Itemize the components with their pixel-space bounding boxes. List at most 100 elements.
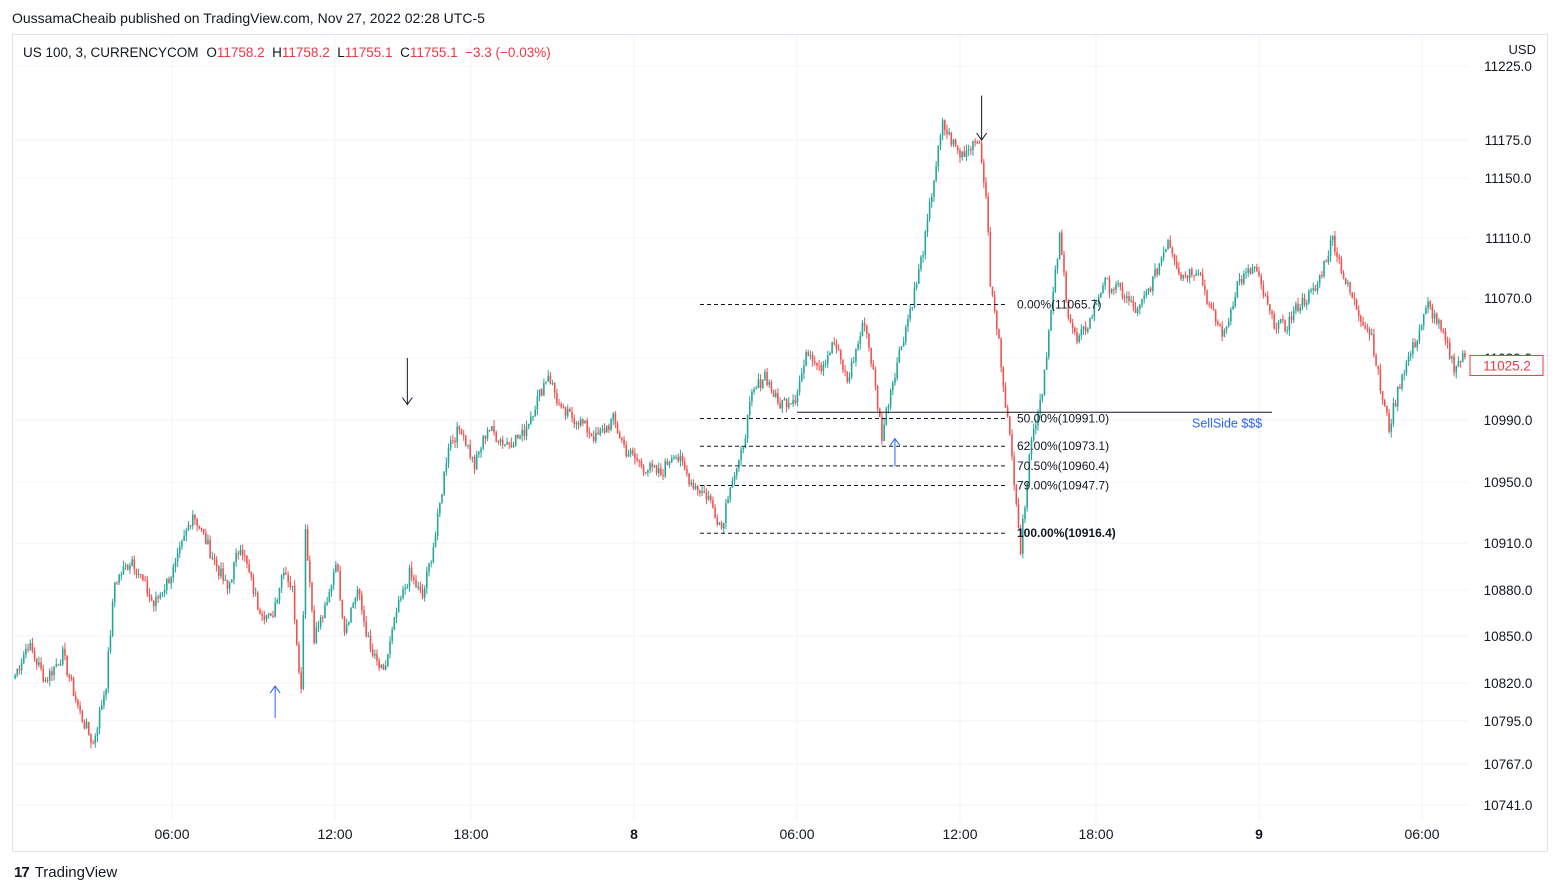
candle-body <box>31 642 34 652</box>
candle-body <box>1399 387 1401 389</box>
candle-body <box>423 588 426 598</box>
candle-body <box>703 491 706 493</box>
candle-body <box>920 256 922 270</box>
price-axis: 11225.011175.011150.011110.011070.011030… <box>1469 59 1544 813</box>
candle-body <box>824 363 827 365</box>
candle-body <box>816 362 818 366</box>
candle-body <box>510 443 513 447</box>
candle-body <box>447 447 450 464</box>
candle-body <box>135 569 138 575</box>
candle-body <box>133 559 136 570</box>
candle-body <box>549 375 552 384</box>
candle-body <box>1000 338 1002 368</box>
candle-body <box>35 658 38 665</box>
candle-body <box>1234 296 1236 307</box>
price-axis-label: 11070.0 <box>1484 291 1532 306</box>
candle-body <box>768 382 771 385</box>
candle-body <box>428 563 430 572</box>
candle-body <box>380 664 383 668</box>
candle-body <box>584 420 586 424</box>
candle-body <box>335 564 337 573</box>
candle-body <box>766 371 768 385</box>
candle-body <box>946 130 948 135</box>
candle-body <box>720 522 723 529</box>
candle-body <box>194 514 196 520</box>
candle-body <box>1377 365 1380 370</box>
candle-body <box>1310 290 1312 292</box>
candle-body <box>1442 329 1445 332</box>
candle-body <box>96 728 99 737</box>
candle-body <box>1284 320 1286 332</box>
candle-body <box>1061 232 1063 255</box>
candle-body <box>1104 278 1106 286</box>
candle-body <box>330 585 333 592</box>
candle-body <box>1375 355 1377 366</box>
candle-body <box>1013 456 1015 485</box>
candle-body <box>410 567 413 578</box>
candle-body <box>1357 310 1360 316</box>
candle-body <box>1230 309 1232 322</box>
candle-body <box>231 579 233 583</box>
candle-body <box>341 599 344 618</box>
candle-body <box>400 598 402 600</box>
candle-body <box>332 572 335 586</box>
candle-body <box>1243 273 1245 284</box>
price-axis-label: 10795.0 <box>1484 714 1533 729</box>
candle-body <box>1316 283 1319 291</box>
candle-body <box>1106 278 1109 280</box>
candle-body <box>345 624 348 633</box>
candle-body <box>272 615 274 617</box>
candle-body <box>519 435 521 439</box>
candle-body <box>1048 330 1050 357</box>
symbol-legend: US 100, 3, CURRENCYCOM O11758.2 H11758.2… <box>23 45 551 60</box>
candle-body <box>471 456 474 458</box>
candle-body <box>1017 503 1020 529</box>
candle-body <box>226 579 229 589</box>
candle-body <box>1342 273 1345 279</box>
candle-body <box>237 553 240 555</box>
candle-body <box>187 525 190 531</box>
candle-body <box>1145 291 1148 296</box>
candle-body <box>1063 254 1065 273</box>
candle-body <box>311 582 313 611</box>
candle-body <box>1022 519 1024 554</box>
candle-body <box>1264 295 1267 297</box>
candle-body <box>774 393 777 397</box>
candle-body <box>1223 329 1226 337</box>
candle-body <box>917 269 920 284</box>
candle-body <box>896 362 898 378</box>
candle-body <box>540 389 543 396</box>
candle-body <box>395 612 398 618</box>
candle-body <box>1394 403 1397 407</box>
chart-frame <box>12 34 1548 852</box>
candle-body <box>1221 326 1223 337</box>
candle-body <box>207 539 209 545</box>
candle-body <box>168 578 170 584</box>
candle-body <box>215 559 218 567</box>
candle-body <box>959 150 961 158</box>
candle-body <box>1347 282 1349 284</box>
footer: 17 TradingView <box>14 864 117 881</box>
current-price-label: 11025.2 <box>1483 358 1531 373</box>
candle-body <box>445 463 448 472</box>
candle-body <box>103 695 105 706</box>
open-label: O <box>206 45 217 60</box>
candle-body <box>261 614 263 617</box>
candle-body <box>491 426 493 431</box>
candle-body <box>1327 256 1330 263</box>
candle-body <box>309 560 311 583</box>
candle-body <box>224 579 227 581</box>
candle-body <box>376 653 378 661</box>
candle-body <box>1128 296 1130 301</box>
sellside-label: SellSide $$$ <box>1192 416 1262 430</box>
price-axis-label: 10910.0 <box>1484 536 1533 551</box>
candle-body <box>280 575 283 588</box>
candle-body <box>53 666 55 676</box>
price-axis-label: 10950.0 <box>1484 475 1533 490</box>
candle-body <box>1028 454 1031 483</box>
candle-body <box>1464 353 1466 358</box>
candle-body <box>430 562 432 564</box>
candle-body <box>270 613 272 616</box>
candle-body <box>777 393 779 404</box>
